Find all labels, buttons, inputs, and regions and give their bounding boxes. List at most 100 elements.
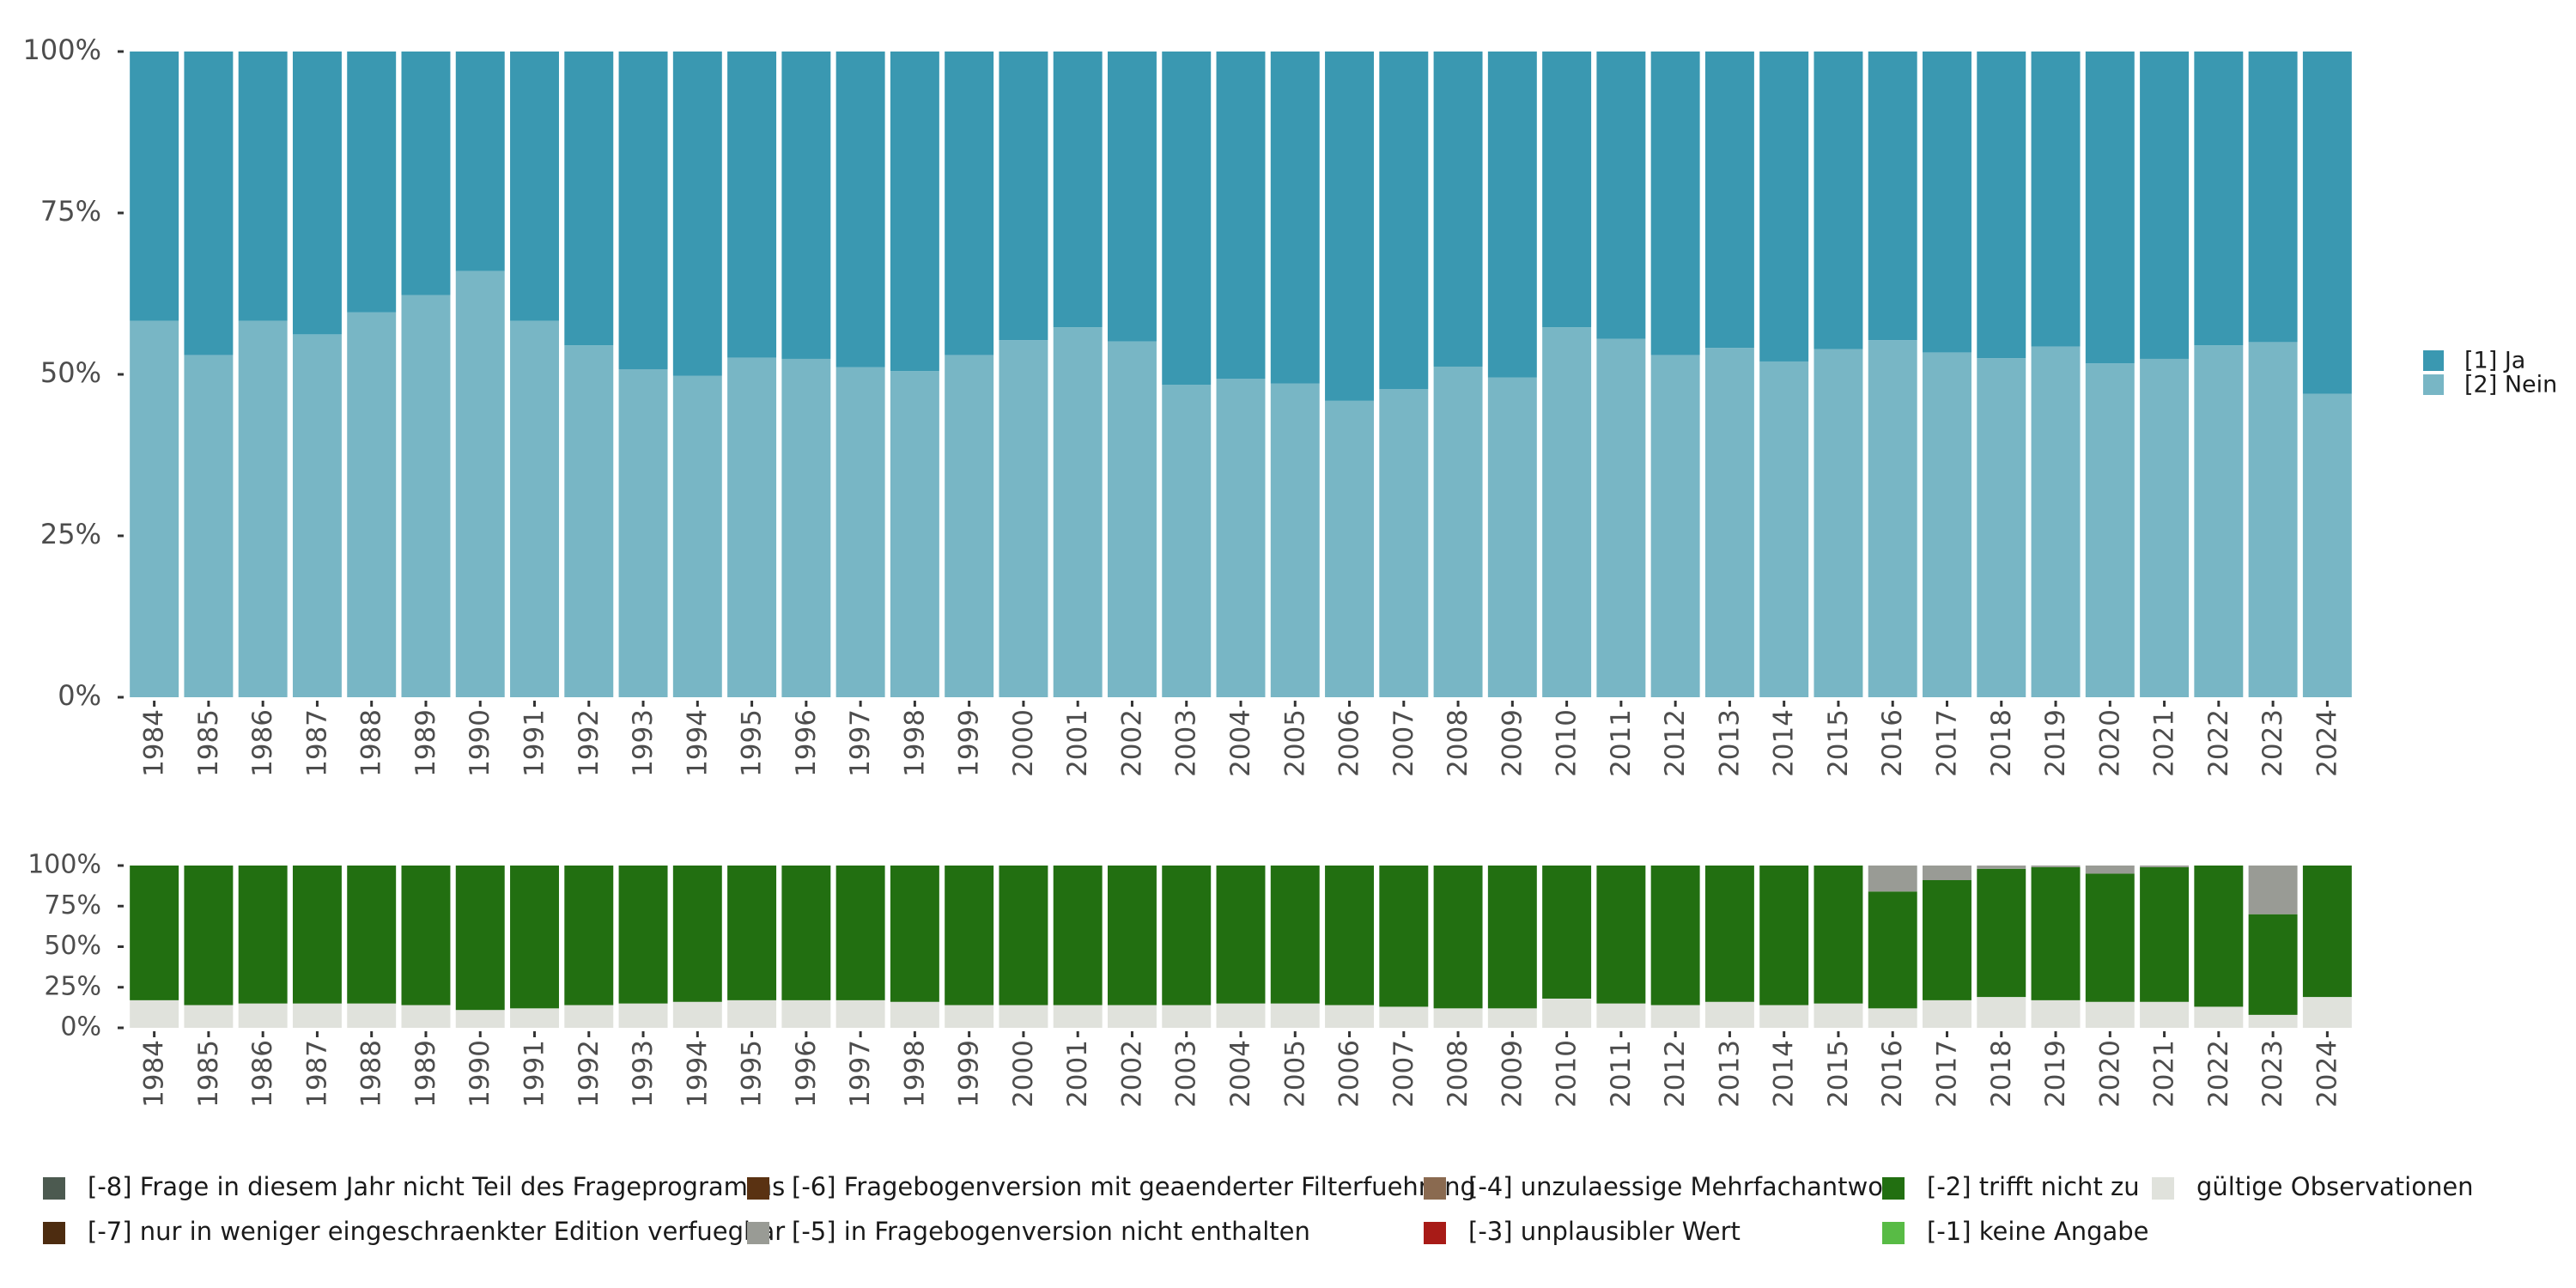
bottom-bar-2020-1 <box>2085 873 2135 1002</box>
top-bar-2024-1 <box>2302 52 2352 394</box>
top-x-tick-label: 1989 <box>410 709 441 777</box>
bottom-bar-2002-1 <box>1107 866 1157 1005</box>
bottom-bar-2023-0 <box>2248 1014 2298 1028</box>
top-bar-2021-0 <box>2140 358 2190 697</box>
top-bar-2001-1 <box>1053 52 1103 328</box>
top-bar-2018-1 <box>1977 52 2026 359</box>
bottom-bar-1989-0 <box>401 1005 451 1028</box>
bottom-bar-2008-0 <box>1433 1008 1483 1028</box>
bottom-x-tick-label: 2015 <box>1823 1040 1854 1108</box>
top-bar-2003-1 <box>1162 52 1212 386</box>
bottom-legend-label: [-1] keine Angabe <box>1927 1217 2149 1246</box>
top-bar-1999-1 <box>945 52 994 355</box>
bottom-x-tick-label: 1996 <box>791 1040 822 1108</box>
bottom-x-tick-label: 1997 <box>845 1040 876 1108</box>
bottom-legend-key <box>1882 1222 1905 1244</box>
top-legend-key <box>2423 350 2444 371</box>
top-bar-1988-0 <box>347 312 397 697</box>
top-bar-2013-1 <box>1704 52 1754 349</box>
top-legend-label: [1] Ja <box>2464 348 2525 374</box>
top-bar-2011-0 <box>1596 338 1646 697</box>
top-x-tick-label: 1999 <box>954 709 985 777</box>
top-bar-2010-0 <box>1542 327 1592 697</box>
bottom-bar-1984-1 <box>130 866 179 1000</box>
bottom-bar-2017-1 <box>1923 880 1971 1000</box>
bottom-bar-1991-1 <box>510 866 559 1009</box>
top-bar-2011-1 <box>1596 52 1646 339</box>
top-x-tick-label: 2003 <box>1171 709 1202 777</box>
bottom-bar-1990-0 <box>455 1010 505 1028</box>
top-bar-1985-0 <box>184 355 234 697</box>
top-x-tick-label: 1991 <box>519 709 550 777</box>
top-x-tick-label: 2010 <box>1552 709 1583 777</box>
bottom-x-tick-label: 2006 <box>1334 1040 1365 1108</box>
top-x-tick-label: 2017 <box>1931 709 1962 777</box>
bottom-legend-label: [-4] unzulaessige Mehrfachantwort <box>1468 1172 1903 1201</box>
top-legend-key <box>2423 374 2444 395</box>
bottom-bar-2009-1 <box>1487 866 1537 1009</box>
bottom-legend-label: [-8] Frage in diesem Jahr nicht Teil des… <box>88 1172 785 1201</box>
bottom-bar-1995-0 <box>727 999 777 1028</box>
bottom-bar-2007-0 <box>1379 1006 1429 1028</box>
bottom-bar-2000-1 <box>999 866 1048 1005</box>
top-bar-2019-1 <box>2031 52 2081 347</box>
top-bar-1986-1 <box>238 52 288 321</box>
top-bar-2012-0 <box>1650 355 1700 697</box>
bottom-bar-1995-1 <box>727 866 777 1000</box>
top-bar-2008-1 <box>1433 52 1483 367</box>
bottom-legend-key <box>1424 1222 1446 1244</box>
bottom-bar-2010-0 <box>1542 998 1592 1028</box>
bottom-bar-2004-0 <box>1216 1003 1266 1028</box>
bottom-bar-1992-1 <box>564 866 614 1005</box>
bottom-bar-2006-1 <box>1325 866 1375 1005</box>
bottom-bar-1997-0 <box>835 999 885 1028</box>
bottom-legend-label: [-5] in Fragebogenversion nicht enthalte… <box>792 1217 1310 1246</box>
bottom-bar-2002-0 <box>1107 1005 1157 1028</box>
bottom-x-tick-label: 2019 <box>2040 1040 2071 1108</box>
bottom-bar-2022-0 <box>2194 1006 2244 1028</box>
top-y-tick-label: 75% <box>40 195 101 228</box>
top-bar-2004-0 <box>1216 379 1266 697</box>
bottom-bar-1988-1 <box>347 866 397 1004</box>
bottom-x-tick-label: 2013 <box>1714 1040 1745 1108</box>
bottom-bar-2013-0 <box>1704 1001 1754 1028</box>
top-bar-1990-0 <box>455 270 505 697</box>
bottom-bar-1992-0 <box>564 1005 614 1028</box>
top-bar-1992-1 <box>564 52 614 346</box>
top-bar-1995-1 <box>727 52 777 358</box>
bottom-x-tick-label: 1984 <box>139 1040 170 1108</box>
bottom-bar-2024-0 <box>2302 997 2352 1028</box>
bottom-bar-2015-1 <box>1814 866 1863 1004</box>
top-bar-2009-0 <box>1487 377 1537 697</box>
top-x-tick-label: 1993 <box>628 709 659 777</box>
bottom-bar-2019-0 <box>2031 999 2081 1028</box>
bottom-x-tick-label: 2017 <box>1931 1040 1962 1108</box>
top-x-tick-label: 1987 <box>301 709 332 777</box>
bottom-bar-2018-1 <box>1977 868 2026 998</box>
bottom-x-tick-label: 2023 <box>2257 1040 2288 1108</box>
top-bar-1999-0 <box>945 355 994 697</box>
bottom-x-tick-label: 2000 <box>1008 1040 1039 1108</box>
bottom-bar-1998-0 <box>890 1001 939 1028</box>
top-bar-2012-1 <box>1650 52 1700 355</box>
bottom-bar-1997-1 <box>835 866 885 1000</box>
bottom-legend-label: [-7] nur in weniger eingeschraenkter Edi… <box>88 1217 785 1246</box>
top-y-tick-label: 25% <box>40 518 101 550</box>
top-bar-1991-1 <box>510 52 559 321</box>
top-bar-1993-1 <box>618 52 668 369</box>
top-bar-2006-1 <box>1325 52 1375 401</box>
bottom-x-tick-label: 2010 <box>1552 1040 1583 1108</box>
bottom-bar-2011-0 <box>1596 1003 1646 1028</box>
bottom-bar-2006-0 <box>1325 1005 1375 1028</box>
top-bar-2014-1 <box>1759 52 1809 361</box>
bottom-bar-2020-0 <box>2085 1001 2135 1028</box>
top-bar-2000-1 <box>999 52 1048 341</box>
top-bar-1989-1 <box>401 52 451 295</box>
bottom-bar-2013-1 <box>1704 866 1754 1002</box>
top-x-tick-label: 2007 <box>1388 709 1419 777</box>
bottom-x-tick-label: 2011 <box>1606 1040 1637 1108</box>
bottom-bar-2010-1 <box>1542 866 1592 999</box>
bottom-bar-1993-0 <box>618 1003 668 1028</box>
top-bar-2015-1 <box>1814 52 1863 349</box>
bottom-bar-2024-1 <box>2302 866 2352 998</box>
